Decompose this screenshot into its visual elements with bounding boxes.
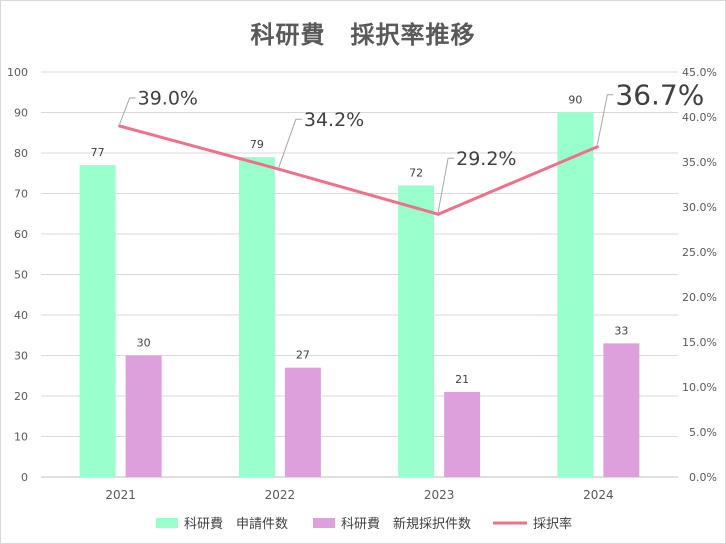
y2-tick-label: 0.0% <box>689 471 717 484</box>
rate-leader-line <box>437 157 455 213</box>
legend-swatch <box>313 518 335 528</box>
y-tick-label: 100 <box>7 66 28 79</box>
y-tick-label: 70 <box>14 188 28 201</box>
bar-adoptions <box>444 391 481 477</box>
legend-label: 科研費 申請件数 <box>184 517 288 532</box>
rate-point <box>436 212 440 216</box>
y-tick-label: 40 <box>14 309 28 322</box>
y-tick-label: 50 <box>14 269 28 282</box>
rate-leader-line <box>278 118 302 168</box>
bar-data-label: 21 <box>455 373 469 386</box>
y2-tick-label: 5.0% <box>689 426 717 439</box>
rate-leader-line <box>119 97 136 125</box>
bar-data-label: 30 <box>137 337 151 350</box>
bar-applications <box>557 112 594 477</box>
y2-tick-label: 35.0% <box>682 156 717 169</box>
rate-data-label: 36.7% <box>615 79 704 112</box>
rate-data-label: 34.2% <box>304 109 364 131</box>
y2-tick-label: 45.0% <box>682 66 717 79</box>
bar-data-label: 72 <box>409 166 423 179</box>
x-tick-label: 2024 <box>583 488 614 502</box>
y-tick-label: 80 <box>14 147 28 160</box>
y2-tick-label: 25.0% <box>682 246 717 259</box>
bar-data-label: 90 <box>568 94 582 107</box>
y2-tick-label: 10.0% <box>682 381 717 394</box>
legend-label: 採択率 <box>533 516 572 532</box>
bar-applications <box>238 157 275 478</box>
bar-data-label: 79 <box>250 138 264 151</box>
y-tick-label: 20 <box>14 390 28 403</box>
y-tick-label: 0 <box>21 471 28 484</box>
bar-adoptions <box>603 343 640 477</box>
bar-data-label: 33 <box>614 324 628 337</box>
rate-leader-line <box>596 94 614 145</box>
rate-point <box>118 124 122 128</box>
y2-tick-label: 30.0% <box>682 201 717 214</box>
y-tick-label: 10 <box>14 431 28 444</box>
y2-tick-label: 20.0% <box>682 291 717 304</box>
y2-tick-label: 40.0% <box>682 111 717 124</box>
rate-data-label: 29.2% <box>456 148 516 170</box>
bar-data-label: 27 <box>296 349 310 362</box>
rate-point <box>277 167 281 171</box>
rate-series-line <box>119 124 598 216</box>
chart-title: 科研費 採択率推移 <box>251 21 476 49</box>
bar-applications <box>398 185 435 477</box>
bar-adoptions <box>125 355 162 477</box>
x-tick-label: 2023 <box>424 488 455 502</box>
rate-data-label: 39.0% <box>138 88 198 110</box>
x-tick-label: 2021 <box>105 488 136 502</box>
rate-point <box>595 145 599 149</box>
y2-tick-label: 15.0% <box>682 336 717 349</box>
y-tick-label: 60 <box>14 228 28 241</box>
bar-data-label: 77 <box>91 146 105 159</box>
y-tick-label: 90 <box>14 107 28 120</box>
x-tick-label: 2022 <box>265 488 296 502</box>
y-tick-label: 30 <box>14 350 28 363</box>
legend-label: 科研費 新規採択件数 <box>341 516 471 532</box>
legend-swatch <box>156 518 178 528</box>
bar-applications <box>79 165 116 477</box>
bar-adoptions <box>284 367 321 477</box>
